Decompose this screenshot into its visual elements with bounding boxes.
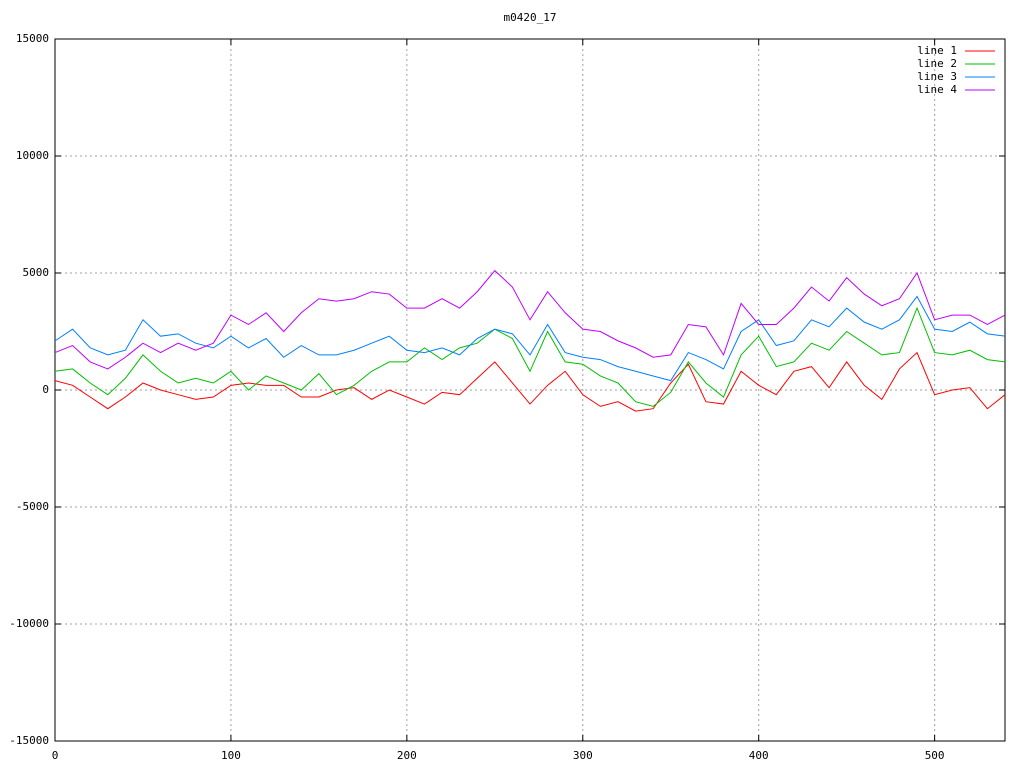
y-tick-label: 10000: [16, 149, 49, 162]
x-tick-label: 200: [397, 749, 417, 762]
x-tick-label: 100: [221, 749, 241, 762]
y-tick-label: -5000: [16, 500, 49, 513]
x-tick-label: 500: [925, 749, 945, 762]
x-tick-label: 0: [52, 749, 59, 762]
legend-label: line 4: [917, 83, 957, 96]
x-tick-label: 400: [749, 749, 769, 762]
series-line: [54, 351, 1006, 412]
series-line: [54, 295, 1006, 382]
y-tick-label: 15000: [16, 32, 49, 45]
chart-title: m0420_17: [504, 11, 557, 24]
plot-border: [54, 38, 1006, 742]
series-line: [54, 269, 1006, 370]
x-tick-label: 300: [573, 749, 593, 762]
series-line: [54, 306, 1006, 407]
y-tick-label: 5000: [23, 266, 50, 279]
y-tick-label: -15000: [9, 734, 49, 747]
legend-label: line 1: [917, 44, 957, 57]
y-tick-label: 0: [42, 383, 49, 396]
legend-label: line 3: [917, 70, 957, 83]
y-tick-label: -10000: [9, 617, 49, 630]
legend-label: line 2: [917, 57, 957, 70]
